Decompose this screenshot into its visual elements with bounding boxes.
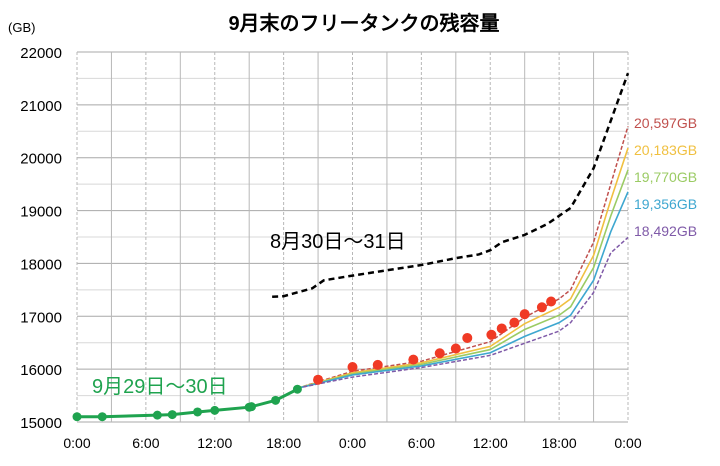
data-point bbox=[546, 296, 557, 307]
data-point bbox=[536, 302, 547, 313]
series-line-5 bbox=[297, 169, 629, 389]
series-line-6 bbox=[297, 191, 629, 389]
annotation-sep: 9月29日〜30日 bbox=[92, 376, 228, 398]
data-point bbox=[509, 317, 520, 328]
end-label: 19,356GB bbox=[634, 196, 697, 212]
series-line-1 bbox=[77, 387, 299, 419]
data-point bbox=[486, 329, 497, 340]
y-tick-label: 16000 bbox=[20, 362, 62, 379]
end-label: 19,770GB bbox=[634, 169, 697, 185]
end-label: 20,183GB bbox=[634, 142, 697, 158]
data-point bbox=[347, 362, 358, 373]
series-line-7 bbox=[297, 236, 629, 389]
data-point bbox=[372, 359, 383, 370]
data-point bbox=[167, 410, 177, 420]
data-point bbox=[210, 405, 220, 415]
y-axis-label: (GB) bbox=[8, 20, 35, 35]
data-point bbox=[97, 412, 107, 422]
y-tick-label: 21000 bbox=[20, 98, 62, 115]
data-point bbox=[313, 374, 324, 385]
y-tick-label: 15000 bbox=[20, 415, 62, 432]
x-tick-label: 12:00 bbox=[473, 435, 508, 451]
data-point bbox=[450, 343, 461, 354]
data-point bbox=[152, 410, 162, 420]
data-point bbox=[271, 395, 281, 405]
series-line-0 bbox=[272, 72, 630, 298]
data-point bbox=[408, 354, 419, 365]
chart-title: 9月末のフリータンクの残容量 bbox=[228, 11, 499, 35]
data-point bbox=[519, 309, 530, 320]
x-tick-label: 18:00 bbox=[542, 435, 577, 451]
data-point bbox=[72, 412, 82, 422]
x-tick-label: 0:00 bbox=[339, 435, 366, 451]
y-tick-label: 19000 bbox=[20, 204, 62, 221]
series-line-3 bbox=[297, 125, 629, 389]
x-tick-label: 6:00 bbox=[132, 435, 159, 451]
x-tick-label: 6:00 bbox=[408, 435, 435, 451]
data-point bbox=[292, 384, 302, 394]
y-tick-label: 22000 bbox=[20, 45, 62, 62]
end-label: 18,492GB bbox=[634, 223, 697, 239]
x-tick-label: 18:00 bbox=[266, 435, 301, 451]
x-tick-label: 0:00 bbox=[63, 435, 90, 451]
data-point bbox=[434, 348, 445, 359]
data-point bbox=[193, 407, 203, 417]
x-tick-label: 0:00 bbox=[614, 435, 641, 451]
data-point bbox=[496, 323, 507, 334]
data-point bbox=[246, 402, 256, 412]
series-line-4 bbox=[297, 147, 629, 389]
y-tick-label: 17000 bbox=[20, 309, 62, 326]
x-tick-label: 12:00 bbox=[197, 435, 232, 451]
annotation-aug: 8月30日〜31日 bbox=[270, 231, 406, 253]
end-label: 20,597GB bbox=[634, 115, 697, 131]
data-point bbox=[462, 332, 473, 343]
y-tick-label: 18000 bbox=[20, 256, 62, 273]
y-tick-label: 20000 bbox=[20, 151, 62, 168]
